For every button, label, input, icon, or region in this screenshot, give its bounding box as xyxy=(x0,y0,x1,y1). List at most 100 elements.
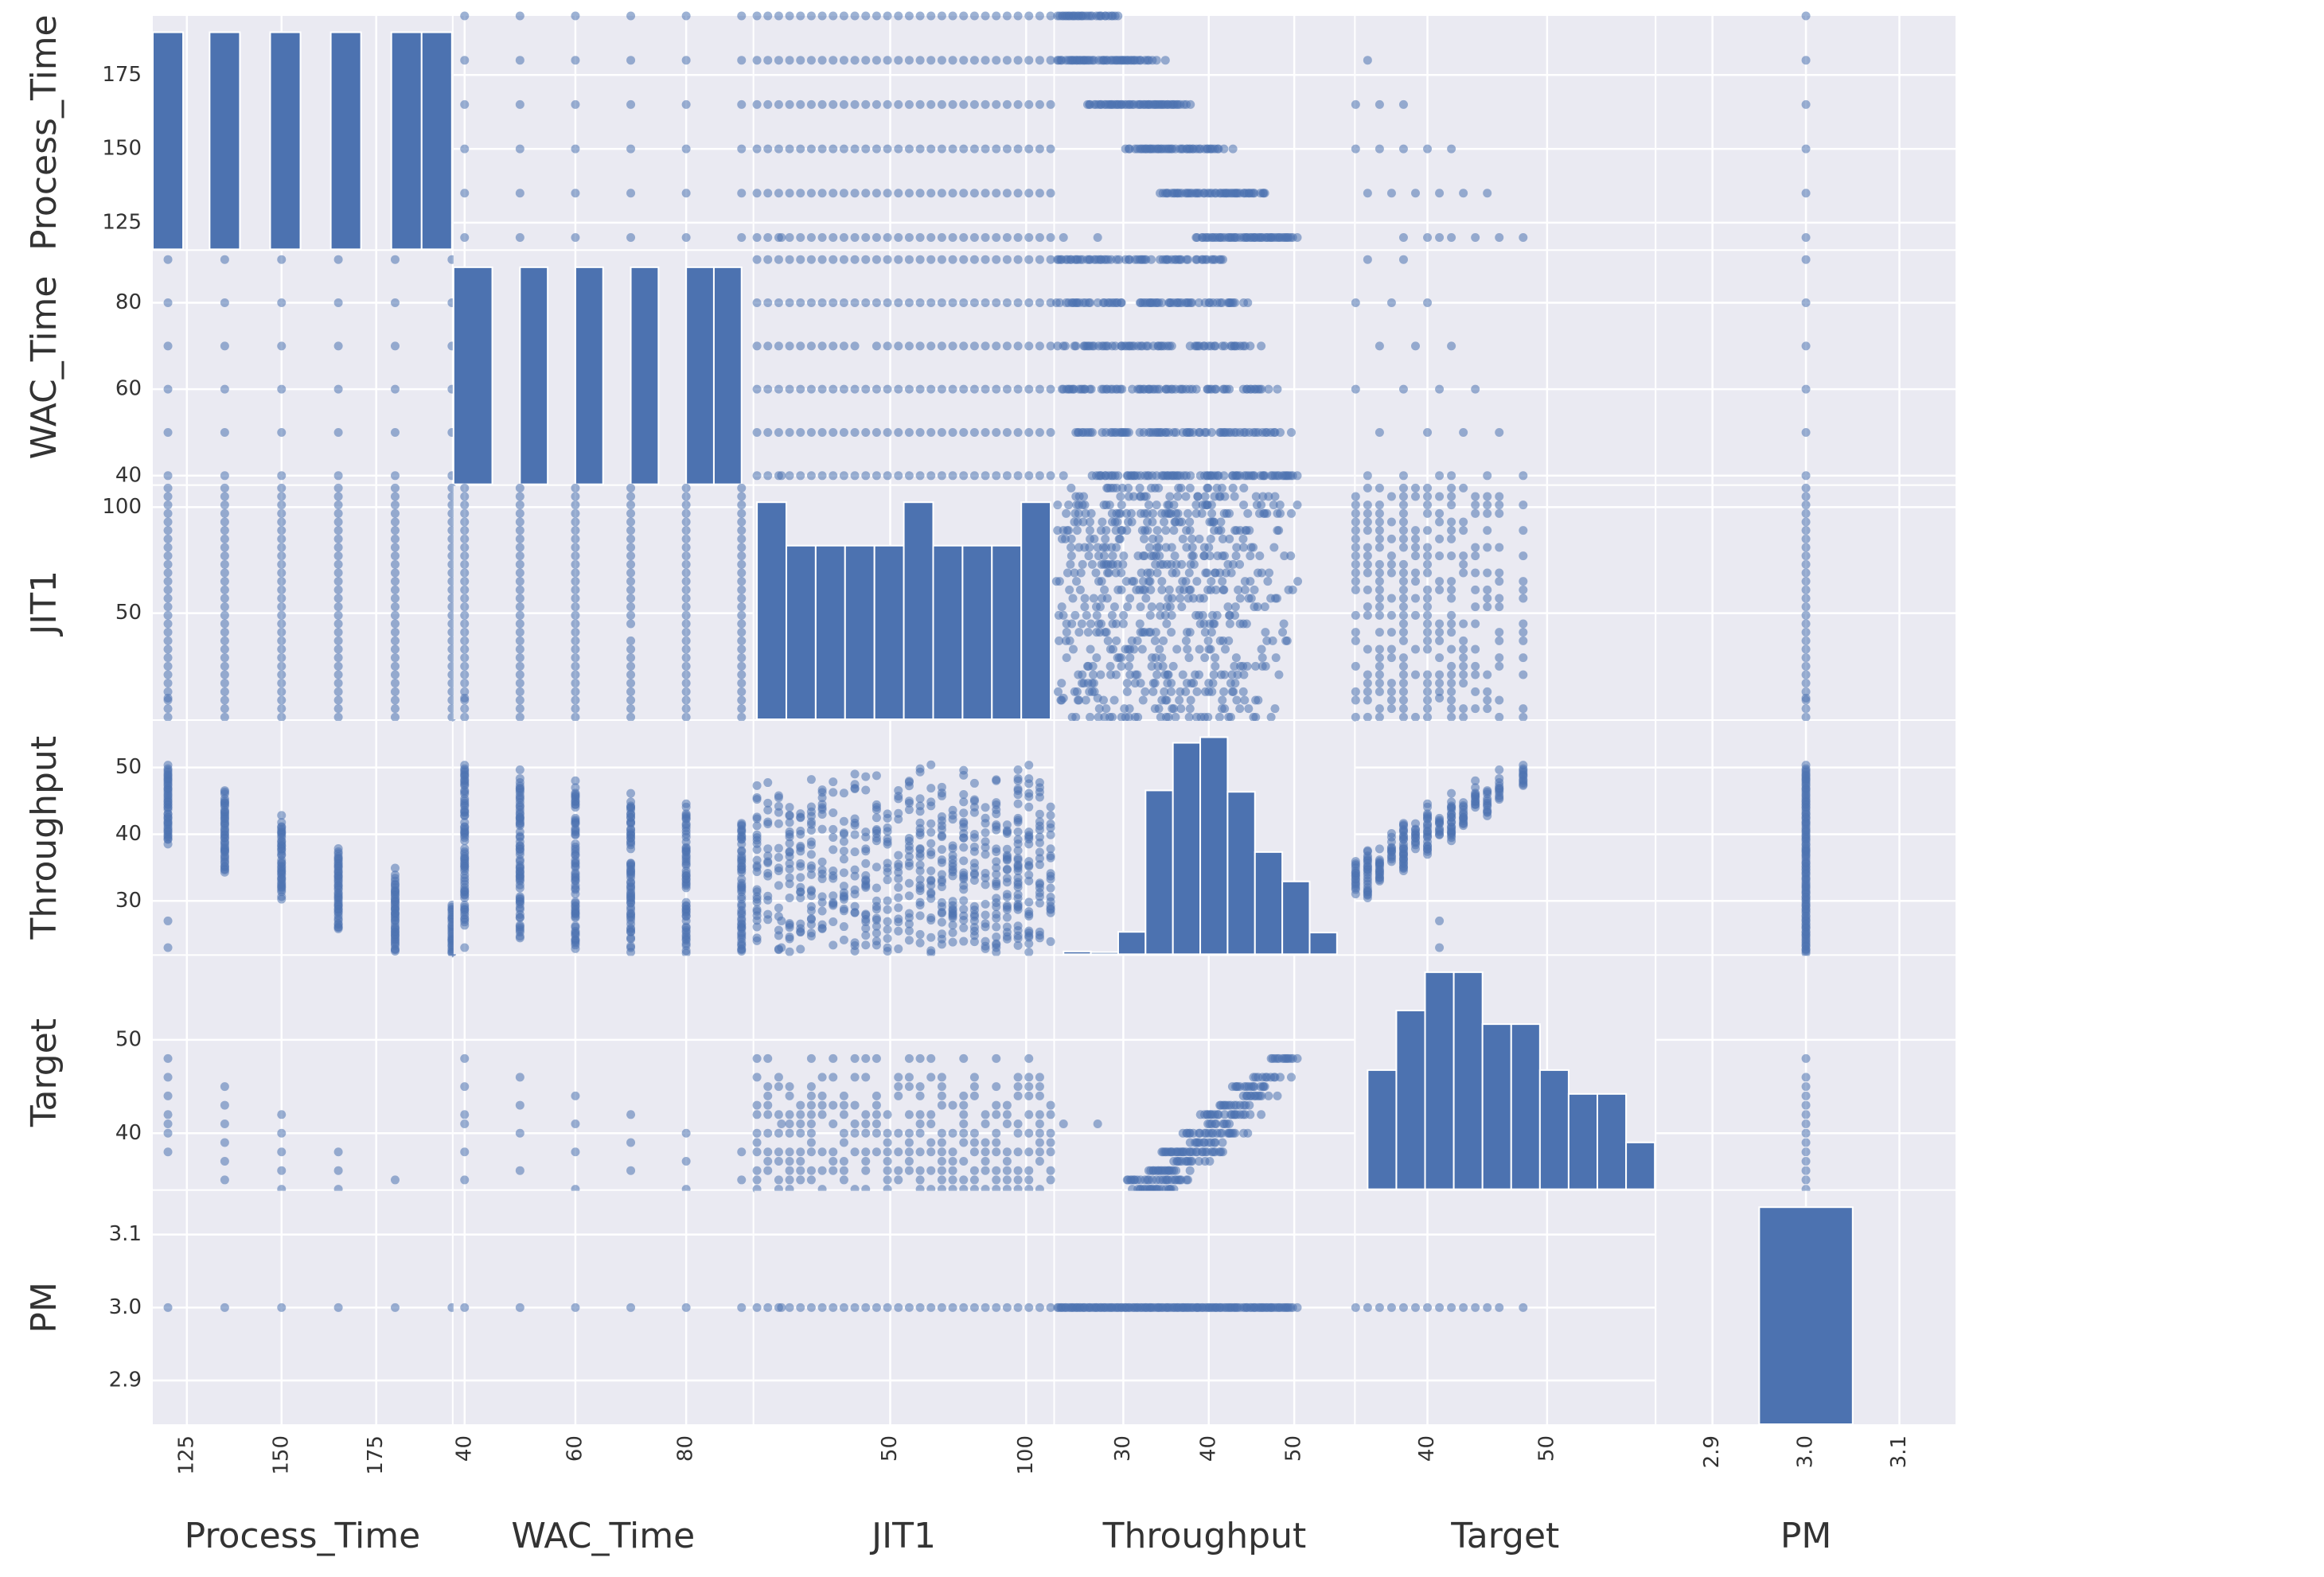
data-point xyxy=(1156,610,1165,620)
data-point xyxy=(1375,857,1384,866)
data-point xyxy=(1214,526,1223,535)
data-point xyxy=(796,255,805,264)
data-point xyxy=(277,610,287,620)
data-point xyxy=(1351,526,1360,535)
data-point xyxy=(1459,800,1468,810)
data-point xyxy=(571,492,580,501)
data-point xyxy=(872,1128,881,1138)
data-point xyxy=(839,384,848,394)
data-point xyxy=(390,610,400,620)
data-point xyxy=(277,628,287,637)
data-point xyxy=(1066,56,1075,65)
data-point xyxy=(1398,854,1408,863)
data-point xyxy=(277,1302,287,1312)
data-point xyxy=(1137,644,1147,654)
data-point xyxy=(1114,1302,1124,1312)
data-point xyxy=(1046,820,1055,829)
data-point xyxy=(839,847,848,856)
data-point xyxy=(220,1100,229,1110)
data-point xyxy=(681,492,691,501)
data-point xyxy=(460,11,470,21)
data-point xyxy=(926,11,936,21)
data-point xyxy=(1273,384,1282,394)
data-point xyxy=(681,712,691,722)
data-point xyxy=(1206,534,1215,543)
data-point xyxy=(937,298,946,308)
data-point xyxy=(1123,1175,1133,1185)
data-point xyxy=(959,1091,969,1100)
data-point xyxy=(894,1128,903,1138)
data-point xyxy=(1145,577,1155,586)
data-point xyxy=(277,679,287,688)
data-point xyxy=(1035,232,1044,242)
data-point xyxy=(763,99,773,109)
data-point xyxy=(1447,526,1456,535)
data-point xyxy=(1013,799,1023,808)
data-point xyxy=(861,1147,871,1157)
data-point xyxy=(883,11,892,21)
data-point xyxy=(1423,670,1433,679)
data-point xyxy=(1459,661,1468,671)
data-point xyxy=(163,526,173,535)
data-point xyxy=(959,1175,969,1185)
data-point xyxy=(872,11,881,21)
data-point xyxy=(1231,1100,1241,1110)
data-point xyxy=(1035,817,1044,827)
data-point xyxy=(1121,577,1131,586)
data-point xyxy=(333,892,343,901)
data-point xyxy=(571,594,580,603)
data-point xyxy=(390,559,400,569)
panel-jit1-vs-throughput xyxy=(1051,483,1355,722)
data-point xyxy=(1459,568,1468,578)
data-point xyxy=(1148,687,1158,696)
data-point xyxy=(992,870,1001,879)
data-point xyxy=(220,670,229,679)
data-point xyxy=(806,1138,816,1147)
data-point xyxy=(1165,99,1175,109)
data-point xyxy=(1186,695,1195,705)
data-point xyxy=(1187,1156,1197,1166)
data-point xyxy=(948,897,957,906)
data-point xyxy=(1101,427,1110,437)
data-point xyxy=(1035,1156,1044,1166)
data-point xyxy=(681,508,691,518)
data-point xyxy=(1214,144,1223,154)
data-point xyxy=(904,858,914,867)
data-point xyxy=(839,935,848,944)
data-point xyxy=(1068,644,1078,654)
data-point xyxy=(1240,585,1250,594)
data-point xyxy=(515,862,524,872)
panel-background xyxy=(453,956,753,1190)
data-point xyxy=(926,827,936,837)
data-point xyxy=(829,144,838,154)
data-point xyxy=(1447,644,1456,654)
data-point xyxy=(829,341,838,351)
data-point xyxy=(752,885,762,894)
data-point xyxy=(681,56,691,65)
data-point xyxy=(839,471,848,481)
data-point xyxy=(1801,874,1811,883)
data-point xyxy=(817,189,827,198)
data-point xyxy=(1471,704,1480,714)
data-point xyxy=(1423,831,1433,841)
data-point xyxy=(220,602,229,612)
data-point xyxy=(220,255,229,264)
data-point xyxy=(1176,704,1186,714)
data-point xyxy=(1435,816,1445,825)
data-point xyxy=(1204,679,1214,688)
data-point xyxy=(1351,298,1360,308)
data-point xyxy=(1024,1166,1034,1175)
data-point xyxy=(460,905,470,915)
data-point xyxy=(1119,551,1129,561)
panel-background xyxy=(1355,251,1655,485)
data-point xyxy=(883,925,892,934)
data-point xyxy=(626,1138,636,1147)
panel-target-vs-throughput xyxy=(1055,956,1355,1194)
data-point xyxy=(163,471,173,481)
data-point xyxy=(1093,1119,1102,1129)
data-point xyxy=(883,1110,892,1119)
data-point xyxy=(1071,712,1081,722)
data-point xyxy=(1220,670,1230,679)
data-point xyxy=(1398,471,1408,481)
data-point xyxy=(333,661,343,671)
